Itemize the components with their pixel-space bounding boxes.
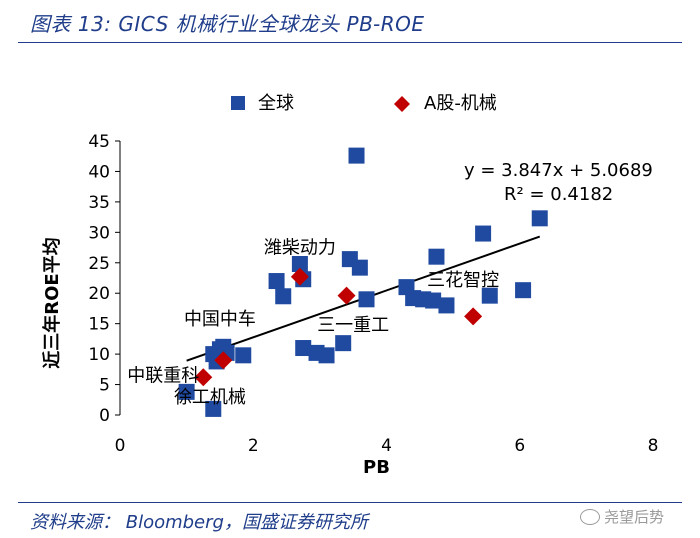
global-point — [295, 340, 312, 357]
y-tick-label: 30 — [88, 223, 110, 243]
point-annotation: 徐工机械 — [174, 387, 246, 408]
y-tick-label: 5 — [99, 376, 110, 396]
legend-global-marker — [231, 96, 245, 110]
x-tick-label: 6 — [514, 436, 525, 456]
legend-ashare-label: A股-机械 — [424, 93, 497, 114]
y-axis-title: 近三年ROE平均 — [41, 237, 63, 368]
global-point — [358, 291, 375, 308]
point-annotation: 中联重科 — [127, 366, 199, 387]
y-tick-label: 15 — [88, 315, 110, 335]
ashare-point — [337, 286, 356, 305]
x-tick-label: 8 — [648, 436, 659, 456]
y-tick-label: 25 — [88, 254, 110, 274]
global-point — [318, 347, 335, 364]
global-point — [335, 335, 352, 352]
x-tick-label: 0 — [115, 436, 126, 456]
chart-marks — [178, 147, 548, 417]
figure-title: 图表 13: GICS 机械行业全球龙头 PB-ROE — [30, 12, 425, 36]
legend-global-label: 全球 — [258, 93, 294, 114]
source-note: 资料来源： Bloomberg，国盛证券研究所 — [30, 512, 368, 533]
global-point — [515, 282, 532, 299]
global-point — [348, 147, 365, 164]
global-point — [268, 273, 285, 290]
watermark-text: 尧望后势 — [604, 508, 665, 526]
y-tick-label: 40 — [88, 162, 110, 182]
y-tick-label: 45 — [88, 132, 110, 152]
global-point — [425, 292, 442, 309]
global-point — [428, 248, 445, 265]
y-tick-label: 35 — [88, 193, 110, 213]
point-annotation: 三一重工 — [317, 315, 389, 336]
global-point — [438, 297, 455, 314]
global-point — [178, 383, 195, 400]
y-tick-label: 10 — [88, 345, 110, 365]
trendline-group: y = 3.847x + 5.0689 R² = 0.4182 — [186, 160, 653, 362]
y-tick-label: 20 — [88, 284, 110, 304]
watermark: 尧望后势 — [580, 506, 664, 527]
chart-axes: 0 5 10 15 20 25 30 35 40 45 0 2 4 6 8 PB 近三年ROE平均 — [41, 132, 658, 478]
wechat-icon — [580, 508, 600, 525]
global-point — [481, 287, 498, 304]
ashare-point — [290, 267, 309, 286]
ashare-point — [194, 368, 213, 387]
global-point — [205, 400, 222, 417]
point-annotation: 潍柴动力 — [264, 238, 336, 259]
ashare-point — [464, 307, 483, 326]
global-point — [291, 255, 308, 272]
point-annotation: 中国中车 — [184, 309, 256, 330]
trendline-r2: R² = 0.4182 — [504, 184, 613, 205]
x-axis-title: PB — [363, 457, 390, 478]
point-annotation: 三花智控 — [427, 270, 499, 291]
source-rule — [18, 502, 682, 503]
global-point — [351, 259, 368, 276]
global-point — [275, 288, 292, 305]
chart-legend: 全球 A股-机械 — [231, 93, 497, 114]
trendline-equation: y = 3.847x + 5.0689 — [464, 160, 653, 181]
global-point — [235, 347, 252, 364]
x-tick-label: 4 — [381, 436, 392, 456]
global-point — [531, 210, 548, 227]
global-point — [475, 225, 492, 242]
title-rule — [18, 42, 682, 43]
y-tick-label: 0 — [99, 406, 110, 426]
ashare-point — [214, 351, 233, 370]
x-tick-label: 2 — [248, 436, 259, 456]
legend-ashare-marker — [394, 96, 410, 112]
